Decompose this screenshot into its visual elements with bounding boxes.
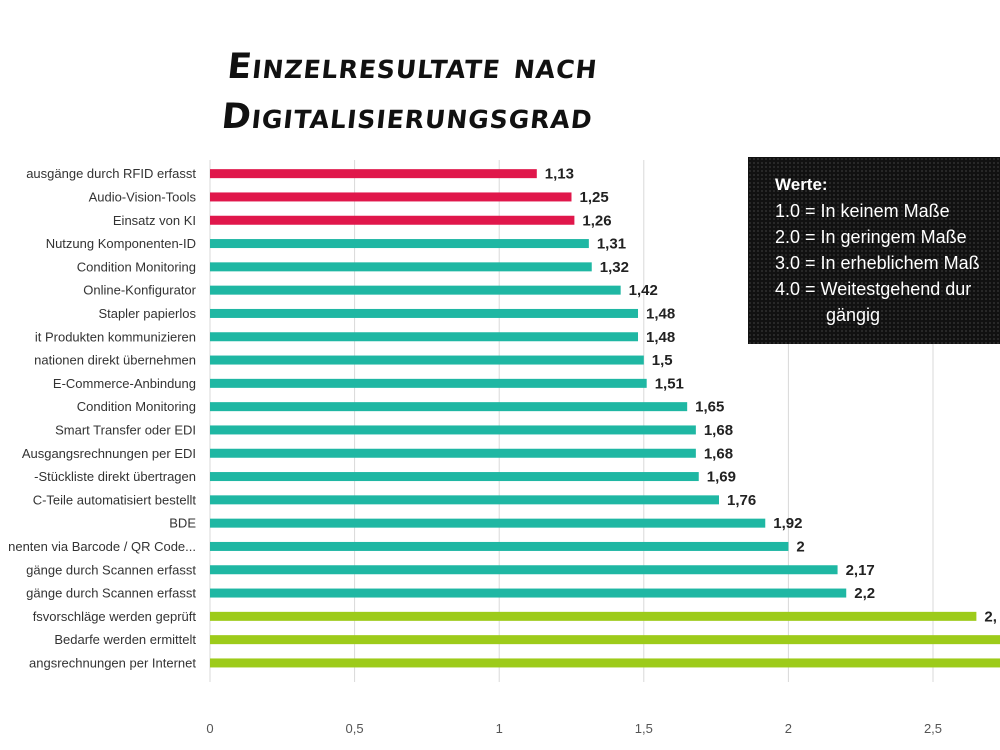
category-label: Einsatz von KI <box>113 213 196 228</box>
category-label: it Produkten kommunizieren <box>35 329 196 344</box>
value-label: 1,13 <box>545 166 574 183</box>
bar <box>210 402 688 412</box>
legend-box: Werte: 1.0 = In keinem Maße 2.0 = In ger… <box>748 157 1000 344</box>
bar <box>210 658 1000 668</box>
value-label: 1,31 <box>597 236 626 253</box>
value-label: 1,42 <box>629 282 658 299</box>
category-label: nationen direkt übernehmen <box>34 353 196 368</box>
value-label: 1,25 <box>580 189 609 206</box>
category-label: Online-Konfigurator <box>83 283 196 298</box>
bar <box>210 308 639 318</box>
value-label: 2, <box>984 608 997 625</box>
bar <box>210 588 847 598</box>
legend-title: Werte: <box>775 175 828 194</box>
category-label: fsvorschläge werden geprüft <box>33 609 197 624</box>
value-label: 2,17 <box>846 562 875 579</box>
bar <box>210 378 647 388</box>
category-label: gänge durch Scannen erfasst <box>26 586 196 601</box>
x-tick-label: 0,5 <box>346 721 364 736</box>
bar <box>210 285 621 295</box>
x-tick-label: 1,5 <box>635 721 653 736</box>
value-label: 1,92 <box>773 515 802 532</box>
x-tick-label: 2,5 <box>924 721 942 736</box>
category-label: gänge durch Scannen erfasst <box>26 562 196 577</box>
value-label: 2,2 <box>854 585 875 602</box>
value-label: 1,68 <box>704 445 733 462</box>
legend-line-1: 1.0 = In keinem Maße <box>775 201 950 221</box>
category-label: BDE <box>169 516 196 531</box>
value-label: 2 <box>796 538 804 555</box>
value-label: 1,48 <box>646 329 675 346</box>
x-tick-label: 2 <box>785 721 792 736</box>
bar <box>210 425 696 435</box>
value-label: 1,26 <box>582 212 611 229</box>
bar <box>210 518 766 528</box>
category-label: nenten via Barcode / QR Code... <box>8 539 196 554</box>
bar <box>210 635 1000 645</box>
legend-line-2: 2.0 = In geringem Maße <box>775 227 967 247</box>
category-label: Smart Transfer oder EDI <box>55 422 196 437</box>
category-label: Bedarfe werden ermittelt <box>54 632 196 647</box>
value-label: 1,69 <box>707 469 736 486</box>
category-label: Condition Monitoring <box>77 399 196 414</box>
value-label: 1,68 <box>704 422 733 439</box>
category-label: Condition Monitoring <box>77 259 196 274</box>
bar <box>210 215 575 225</box>
bar <box>210 355 644 365</box>
category-label: Stapler papierlos <box>98 306 196 321</box>
value-label: 1,76 <box>727 492 756 509</box>
category-label: -Stückliste direkt übertragen <box>34 469 196 484</box>
value-label: 1,32 <box>600 259 629 276</box>
bar <box>210 472 699 482</box>
category-label: E-Commerce-Anbindung <box>53 376 196 391</box>
legend-line-4: 4.0 = Weitestgehend dur <box>775 279 972 299</box>
x-tick-label: 1 <box>496 721 503 736</box>
category-label: ausgänge durch RFID erfasst <box>26 166 196 181</box>
legend-line-5: gängig <box>826 305 881 325</box>
bar <box>210 169 537 179</box>
bar <box>210 541 789 551</box>
bar <box>210 495 719 505</box>
category-label: Nutzung Komponenten-ID <box>46 236 196 251</box>
bar <box>210 192 572 202</box>
category-label: angsrechnungen per Internet <box>29 655 196 670</box>
bar <box>210 448 696 458</box>
bar <box>210 332 639 342</box>
category-label: C-Teile automatisiert bestellt <box>33 492 197 507</box>
x-tick-label: 0 <box>206 721 213 736</box>
bar <box>210 262 592 272</box>
bar <box>210 565 838 575</box>
value-label: 1,48 <box>646 305 675 322</box>
category-label: Audio-Vision-Tools <box>89 189 197 204</box>
legend-line-3: 3.0 = In erheblichem Maß <box>775 253 980 273</box>
value-label: 1,5 <box>652 352 673 369</box>
bar <box>210 239 589 249</box>
value-label: 1,65 <box>695 399 724 416</box>
bar <box>210 611 977 621</box>
category-label: Ausgangsrechnungen per EDI <box>22 446 196 461</box>
value-label: 1,51 <box>655 375 684 392</box>
